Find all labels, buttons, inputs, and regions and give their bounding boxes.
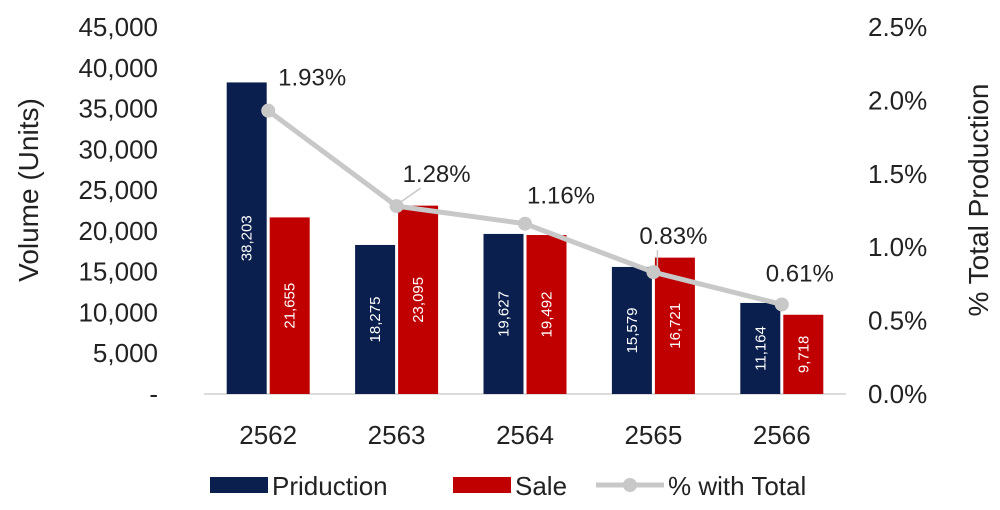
pct-marker <box>389 199 404 214</box>
bar-sale <box>269 217 310 394</box>
pct-value-label: 1.28% <box>403 161 471 188</box>
y2-axis-title: % Total Production <box>963 84 994 317</box>
bar-value-label: 11,164 <box>752 326 769 371</box>
pct-marker <box>518 216 532 231</box>
bar-priduction <box>611 266 652 394</box>
y2-tick-label: 2.0% <box>868 85 927 115</box>
bar-value-label: 18,275 <box>367 297 384 343</box>
pct-value-label: 0.61% <box>766 260 834 287</box>
y2-tick-label: 0.5% <box>868 306 927 336</box>
x-tick-label: 2566 <box>753 420 811 450</box>
legend-swatch-priduction <box>210 477 268 493</box>
y-tick-label: 10,000 <box>78 297 158 327</box>
legend-label: Priduction <box>272 471 388 501</box>
legend-swatch-sale <box>453 477 511 493</box>
legend-swatch-pct-marker <box>623 478 637 492</box>
y-tick-label: - <box>149 379 158 409</box>
pct-marker <box>646 265 661 280</box>
y-tick-label: 5,000 <box>93 338 158 368</box>
pct-marker <box>261 103 276 118</box>
pct-value-label: 0.83% <box>639 223 707 250</box>
bar-value-label: 23,095 <box>410 277 427 323</box>
bar-sale <box>526 235 567 394</box>
bar-sale <box>783 314 824 394</box>
bar-priduction <box>740 302 781 394</box>
pct-line <box>266 108 783 307</box>
y2-tick-label: 0.0% <box>868 379 927 409</box>
bar-value-label: 38,203 <box>239 215 256 261</box>
pct-marker <box>774 297 789 312</box>
bars-group: 38,203 21,655 18,275 23,095 19,627 19,492 15,5… <box>226 82 824 394</box>
y-tick-label: 40,000 <box>78 53 158 83</box>
bar-value-label: 19,492 <box>539 292 556 338</box>
x-axis-ticks: 2562 2563 2564 2565 2566 <box>239 420 810 450</box>
legend-label: Sale <box>515 471 567 501</box>
y-axis-ticks: - 5,000 10,000 15,000 20,000 25,000 30,000 35,0… <box>78 12 158 409</box>
y-tick-label: 20,000 <box>78 216 158 246</box>
y2-tick-label: 2.5% <box>868 12 927 42</box>
bar-priduction <box>355 244 396 394</box>
bar-value-label: 21,655 <box>282 283 299 329</box>
bar-priduction <box>226 82 267 394</box>
bar-priduction <box>483 233 524 394</box>
y-tick-label: 45,000 <box>78 12 158 42</box>
y-tick-label: 15,000 <box>78 257 158 287</box>
bar-sale <box>398 205 439 394</box>
pct-value-label: 1.93% <box>278 65 346 92</box>
bar-value-label: 9,718 <box>795 336 812 374</box>
legend: Priduction Sale % with Total <box>210 471 806 501</box>
y-tick-label: 35,000 <box>78 94 158 124</box>
pct-value-label: 1.16% <box>527 183 595 210</box>
x-tick-label: 2564 <box>496 420 554 450</box>
bar-value-label: 15,579 <box>624 308 641 354</box>
bar-value-label: 16,721 <box>667 303 684 349</box>
y-tick-label: 30,000 <box>78 134 158 164</box>
pct-leader-line <box>400 187 422 203</box>
x-tick-label: 2562 <box>239 420 297 450</box>
x-tick-label: 2563 <box>368 420 426 450</box>
y-tick-label: 25,000 <box>78 175 158 205</box>
bar-value-label: 19,627 <box>496 291 513 337</box>
y2-axis-ticks: 0.0% 0.5% 1.0% 1.5% 2.0% 2.5% <box>868 12 927 409</box>
y2-tick-label: 1.5% <box>868 159 927 189</box>
legend-label: % with Total <box>668 471 806 501</box>
y-axis-title: Volume (Units) <box>13 98 44 282</box>
x-tick-label: 2565 <box>624 420 682 450</box>
line-series-group: 1.93% 1.28% 1.16% 0.83% 0.61% <box>261 65 834 312</box>
y2-tick-label: 1.0% <box>868 232 927 262</box>
